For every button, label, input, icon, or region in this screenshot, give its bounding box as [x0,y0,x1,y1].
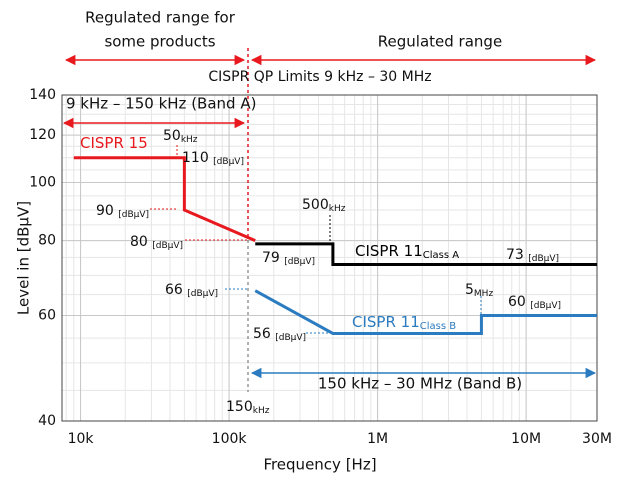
series-subscript: Class B [420,321,456,332]
y-tick-label: 60 [38,307,56,323]
annotation: 90 [dBµV] [96,203,149,220]
y-tick-label: 80 [38,233,56,249]
annotation-text: 80 [130,234,152,250]
series-line [255,242,597,266]
annotation-unit: [dBµV] [528,254,559,264]
annotation-unit: [dBµV] [118,210,149,220]
series-label: CISPR 11Class A [355,242,459,262]
leaders [150,145,482,334]
range-label: 9 kHz – 150 kHz (Band A) [66,95,256,113]
series-name: CISPR 11 [355,242,423,260]
annotation-unit: [dBµV] [152,241,183,251]
y-tick-label: 120 [29,127,56,143]
annotation: 66 [dBµV] [165,282,218,299]
series-label: CISPR 11Class B [352,313,456,333]
annotation-text: 60 [508,294,530,310]
annotation-unit: [dBµV] [187,289,218,299]
range-label: Regulated range for [85,9,236,27]
annotation-text: 150 [226,399,253,415]
annotation-text: 79 [262,250,284,266]
annotation: 500kHz [302,197,346,214]
annotation: 60 [dBµV] [508,294,561,311]
y-tick-label: 140 [29,87,56,103]
x-tick-label: 10M [511,431,541,447]
annotation-text: 90 [96,203,118,219]
annotation-unit: kHz [253,406,270,416]
x-axis-label: Frequency [Hz] [263,456,376,474]
annotation-unit: [dBµV] [275,333,306,343]
annotation-unit: kHz [181,135,198,145]
annotation: 50kHz [163,128,198,145]
annotation: 80 [dBµV] [130,234,183,251]
series-line [73,156,256,243]
annotation: 110 [dBµV] [182,150,244,167]
series-line [254,289,597,335]
annotation: 5MHz [465,282,493,299]
x-tick-label: 10k [68,431,95,447]
y-tick-label: 100 [29,175,56,191]
x-tick-label: 30M [582,431,612,447]
annotation-unit: kHz [329,204,346,214]
annotation-unit: [dBµV] [284,257,315,267]
series-subscript: Class A [423,250,459,261]
annotation-text: 500 [302,197,329,213]
annotation: 79 [dBµV] [262,250,315,267]
annotation: 56 [dBµV] [253,326,306,343]
annotation-text: 50 [163,128,181,144]
annotation-text: 5 [465,282,474,298]
range-label: some products [104,33,215,51]
annotation-unit: [dBµV] [530,301,561,311]
annotation-unit: MHz [474,289,494,299]
x-tick-label: 100k [212,431,248,447]
range-label: Regulated range [378,33,502,51]
annotation-text: 56 [253,326,275,342]
series-label: CISPR 15 [80,134,148,152]
annotation: 73 [dBµV] [506,247,559,264]
series-name: CISPR 11 [352,313,420,331]
annotation-text: 66 [165,282,187,298]
series-name: CISPR 15 [80,134,148,152]
y-tick-label: 40 [38,413,56,429]
plot-frame [61,94,598,422]
x-tick-label: 1M [367,431,388,447]
y-axis-label: Level in [dBµV] [15,201,33,315]
annotation-text: 73 [506,247,528,263]
range-label: 150 kHz – 30 MHz (Band B) [318,375,522,393]
annotation-text: 110 [182,150,213,166]
annotation-unit: [dBµV] [213,157,244,167]
annotation: 150kHz [226,399,270,416]
chart-title: CISPR QP Limits 9 kHz – 30 MHz [208,69,431,85]
